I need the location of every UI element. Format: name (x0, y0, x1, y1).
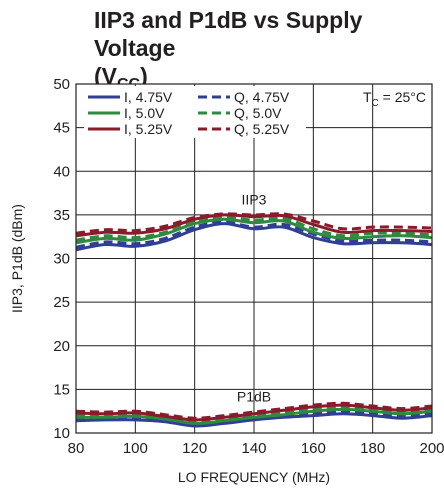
series-line-p1db-i-5-0v (75, 407, 433, 425)
legend-label: Q, 5.0V (234, 105, 282, 121)
series-line-iip3-i-5-25v (75, 213, 433, 238)
series-line-iip3-q-5-0v (75, 215, 433, 242)
chart-title-paren-close: ) (140, 63, 148, 89)
p1db-annotation: P1dB (237, 389, 271, 405)
x-tick-label: 80 (68, 440, 85, 457)
y-tick-label: 50 (53, 76, 70, 93)
series-line-p1db-q-4-75v (75, 410, 433, 426)
series-line-p1db-q-5-0v (75, 406, 433, 424)
y-tick-label: 15 (53, 381, 70, 398)
temperature-annotation-subscript: C (372, 98, 379, 109)
temperature-annotation-value: = 25°C (379, 89, 426, 105)
series-line-iip3-q-4-75v (75, 220, 433, 249)
y-tick-label: 20 (53, 338, 70, 355)
y-axis-label: IIP3, P1dB (dBm) (9, 204, 25, 313)
legend-background (84, 86, 306, 138)
y-tick-label: 40 (53, 163, 70, 180)
series-line-p1db-i-4-75v (75, 412, 433, 428)
tick-labels: 80 100 120 140 160 180 200 10 15 20 25 30 35 40 45 50 (53, 76, 444, 457)
series-line-p1db-q-5-25v (75, 401, 433, 420)
y-tick-label: 10 (53, 425, 70, 442)
iip3-annotation: IIP3 (242, 191, 267, 207)
legend-label: I, 5.25V (124, 121, 173, 137)
x-tick-label: 100 (123, 440, 148, 457)
legend-label: Q, 4.75V (234, 89, 290, 105)
series-line-iip3-q-5-25v (75, 212, 433, 235)
y-tick-label: 25 (53, 294, 70, 311)
x-tick-label: 160 (301, 440, 326, 457)
chart-title-main: IIP3 and P1dB vs Supply Voltage (94, 7, 363, 61)
plot-frame (75, 83, 433, 434)
temperature-annotation: TC = 25°C (363, 89, 426, 109)
x-tick-label: 180 (360, 440, 385, 457)
y-tick-label: 30 (53, 251, 70, 268)
x-tick-label: 200 (419, 440, 444, 457)
series-lines (75, 212, 433, 428)
legend-label: I, 5.0V (124, 105, 165, 121)
legend: I, 4.75V Q, 4.75V I, 5.0V Q, 5.0V I, 5.25V Q,… (84, 86, 306, 138)
x-axis-label: LO FREQUENCY (MHz) (178, 469, 330, 485)
legend-label: Q, 5.25V (234, 121, 290, 137)
series-line-p1db-i-5-25v (75, 403, 433, 422)
x-tick-label: 120 (182, 440, 207, 457)
temperature-annotation-t: T (363, 89, 372, 105)
grid-lines (76, 84, 432, 433)
y-tick-label: 35 (53, 207, 70, 224)
legend-label: I, 4.75V (124, 89, 173, 105)
chart-title: IIP3 and P1dB vs Supply Voltage(VCC) (94, 6, 434, 94)
chart-title-paren-open: (V (94, 63, 117, 89)
y-tick-label: 45 (53, 120, 70, 137)
x-tick-label: 140 (241, 440, 266, 457)
series-line-iip3-i-5-0v (75, 217, 433, 245)
series-line-iip3-i-4-75v (75, 222, 433, 252)
